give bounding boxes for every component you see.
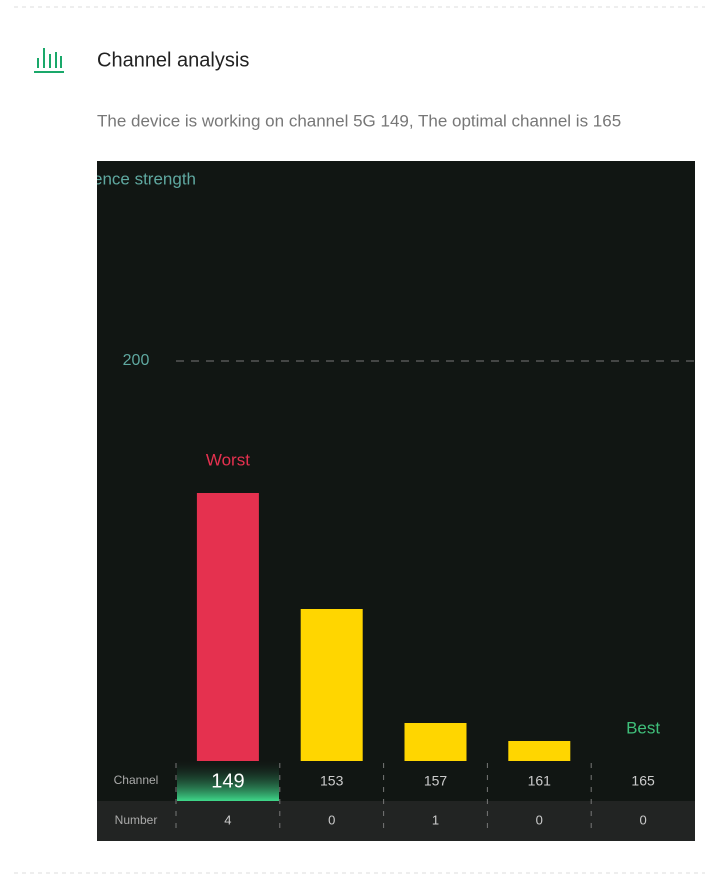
bar (300, 609, 363, 761)
x-tick-label: 157 (424, 773, 448, 789)
bar (508, 741, 571, 761)
bar (196, 493, 259, 761)
icon (34, 48, 64, 73)
count: 1 (432, 812, 439, 827)
best-label: Best (626, 718, 660, 737)
chart: ence strength 200 Channel Number 149 4 153 0 157… (93, 161, 695, 841)
row-label: Channel (114, 773, 159, 787)
y-tick-label: 200 (123, 352, 150, 369)
worst-label: Worst (206, 450, 250, 469)
count: 0 (536, 812, 543, 827)
number-row (97, 801, 695, 841)
bar (404, 723, 467, 761)
x-tick-label: 153 (320, 773, 344, 789)
description: The device is working on channel 5G 149,… (97, 111, 621, 130)
count: 0 (639, 812, 646, 827)
count: 4 (224, 812, 231, 827)
count: 0 (328, 812, 335, 827)
section-title: Channel analysis (97, 49, 249, 71)
chart-background (97, 161, 695, 841)
row-label: Number (115, 813, 158, 827)
y-axis-label: ence strength (93, 169, 196, 188)
x-tick-label: 165 (631, 773, 655, 789)
x-tick-label: 149 (211, 770, 244, 792)
x-tick-label: 161 (528, 773, 552, 789)
current-channel-highlight (177, 761, 279, 801)
